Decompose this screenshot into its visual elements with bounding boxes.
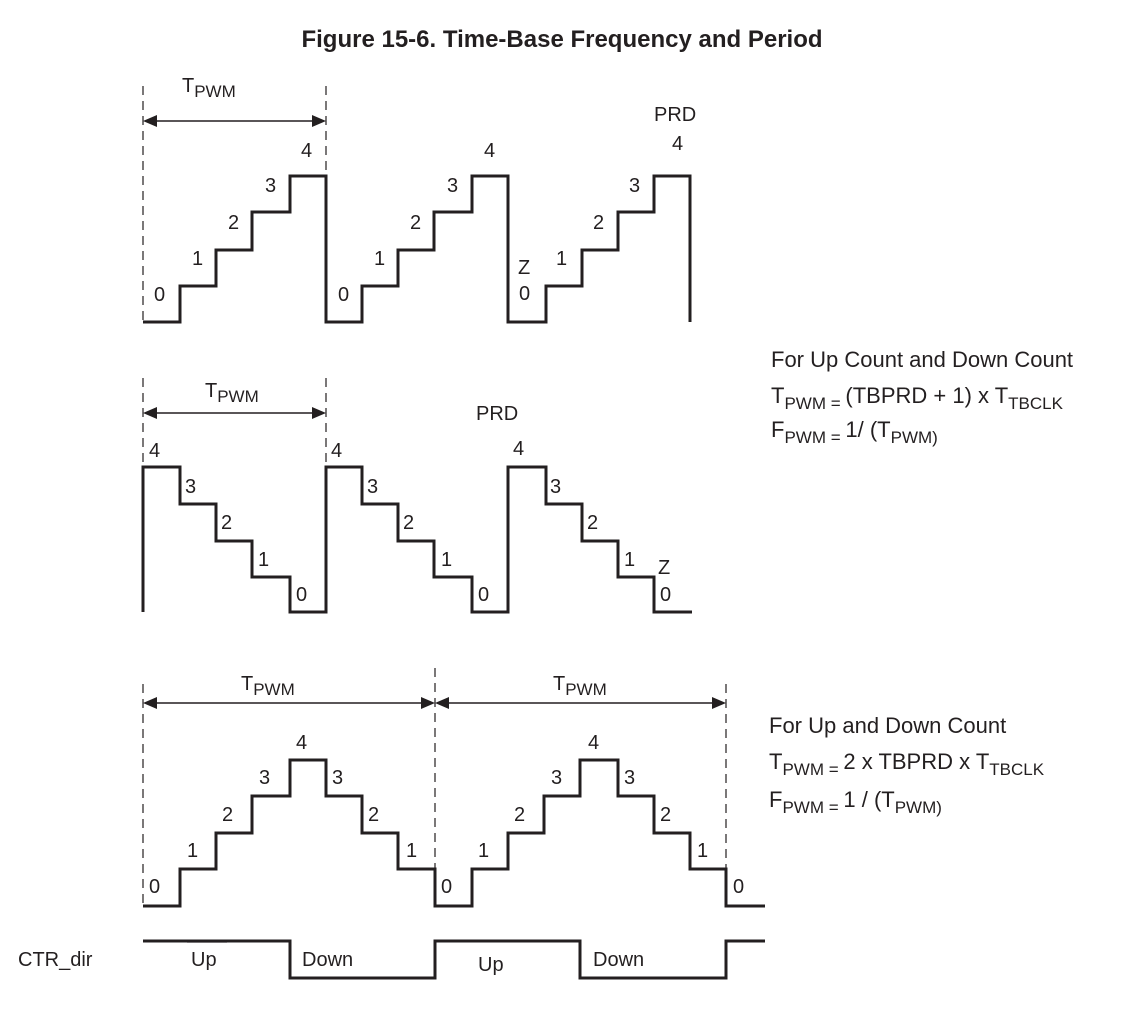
frequency-formula: FPWM = 1/ (TPWM) bbox=[771, 417, 938, 447]
step-label: 2 bbox=[410, 212, 421, 234]
period-label: TPWM bbox=[205, 380, 259, 406]
step-label: 3 bbox=[447, 175, 458, 197]
arrow-head-right bbox=[312, 115, 326, 127]
ctr-dir-up-label: Up bbox=[191, 949, 217, 971]
arrow-head-left bbox=[435, 697, 449, 709]
step-label: 3 bbox=[624, 767, 635, 789]
step-label: 4 bbox=[331, 440, 342, 462]
up-count-signal bbox=[143, 174, 692, 324]
step-label: 2 bbox=[222, 804, 233, 826]
step-label: 2 bbox=[221, 512, 232, 534]
step-label: 0 bbox=[441, 876, 452, 898]
step-label: 3 bbox=[332, 767, 343, 789]
step-label: 3 bbox=[259, 767, 270, 789]
formula-up-and-down-count: For Up and Down Count TPWM = 2 x TBPRD x… bbox=[769, 713, 1045, 817]
formula-up-or-down-count: For Up Count and Down Count TPWM = (TBPR… bbox=[771, 347, 1073, 447]
step-label: 4 bbox=[513, 438, 524, 460]
formula-heading: For Up and Down Count bbox=[769, 713, 1006, 738]
step-label: 4 bbox=[149, 440, 160, 462]
zero-marker-label: Z bbox=[518, 257, 530, 279]
ctr-dir-down-label: Down bbox=[593, 949, 644, 971]
step-label: 2 bbox=[403, 512, 414, 534]
arrow-head-left bbox=[143, 407, 157, 419]
period-formula: TPWM = (TBPRD + 1) x TTBCLK bbox=[771, 383, 1064, 413]
step-label: 0 bbox=[660, 584, 671, 606]
prd-label: PRD bbox=[476, 403, 518, 425]
formula-heading: For Up Count and Down Count bbox=[771, 347, 1073, 372]
step-label: 3 bbox=[551, 767, 562, 789]
step-label: 2 bbox=[368, 804, 379, 826]
step-label: 4 bbox=[588, 732, 599, 754]
arrow-head-left bbox=[143, 115, 157, 127]
step-label: 3 bbox=[629, 175, 640, 197]
step-label: 0 bbox=[338, 284, 349, 306]
ctr-dir-up-label: Up bbox=[478, 954, 504, 976]
arrow-head-right bbox=[712, 697, 726, 709]
period-formula: TPWM = 2 x TBPRD x TTBCLK bbox=[769, 749, 1045, 779]
step-label: 2 bbox=[593, 212, 604, 234]
step-label: 1 bbox=[187, 840, 198, 862]
zero-marker-label: Z bbox=[658, 557, 670, 579]
step-label: 4 bbox=[484, 140, 495, 162]
step-label: 1 bbox=[374, 248, 385, 270]
step-label: 1 bbox=[556, 248, 567, 270]
ctr-dir-waveform bbox=[143, 939, 765, 980]
ctr-dir-label: CTR_dir bbox=[18, 949, 93, 971]
step-label: 3 bbox=[367, 476, 378, 498]
arrow-head-right bbox=[312, 407, 326, 419]
step-label: 2 bbox=[660, 804, 671, 826]
prd-label: PRD bbox=[654, 104, 696, 126]
period-arrow bbox=[143, 115, 326, 127]
step-label: 3 bbox=[185, 476, 196, 498]
step-label: 3 bbox=[265, 175, 276, 197]
up-count-waveform: TPWM 0 1 2 3 4 0 1 2 3 4 Z 0 1 2 3 PRD 4 bbox=[142, 75, 696, 324]
ctr-dir-signal: CTR_dir Up Down Up Down bbox=[18, 939, 765, 980]
step-label: 2 bbox=[228, 212, 239, 234]
step-label: 0 bbox=[478, 584, 489, 606]
step-label: 4 bbox=[672, 133, 683, 155]
down-count-waveform: TPWM 4 3 2 1 0 4 3 2 1 0 PRD 4 3 2 1 Z 0 bbox=[141, 378, 692, 614]
step-label: 0 bbox=[154, 284, 165, 306]
arrow-head-left bbox=[143, 697, 157, 709]
arrow-head-right bbox=[421, 697, 435, 709]
step-label: 0 bbox=[149, 876, 160, 898]
period-label: TPWM bbox=[182, 75, 236, 101]
period-arrow bbox=[143, 407, 326, 419]
step-label: 1 bbox=[697, 840, 708, 862]
period-label: TPWM bbox=[553, 673, 607, 699]
step-label: 0 bbox=[519, 283, 530, 305]
step-label: 2 bbox=[587, 512, 598, 534]
ctr-dir-down-label: Down bbox=[302, 949, 353, 971]
step-label: 1 bbox=[192, 248, 203, 270]
step-label: 1 bbox=[406, 840, 417, 862]
step-label: 0 bbox=[296, 584, 307, 606]
period-arrow bbox=[435, 697, 726, 709]
down-count-signal bbox=[141, 465, 692, 614]
step-label: 1 bbox=[624, 549, 635, 571]
frequency-formula: FPWM = 1 / (TPWM) bbox=[769, 787, 942, 817]
step-label: 1 bbox=[258, 549, 269, 571]
step-label: 2 bbox=[514, 804, 525, 826]
period-label: TPWM bbox=[241, 673, 295, 699]
period-arrow bbox=[143, 697, 435, 709]
step-label: 0 bbox=[733, 876, 744, 898]
step-label: 4 bbox=[301, 140, 312, 162]
step-label: 1 bbox=[478, 840, 489, 862]
step-label: 1 bbox=[441, 549, 452, 571]
step-label: 3 bbox=[550, 476, 561, 498]
up-down-count-signal bbox=[143, 758, 765, 908]
up-down-count-waveform: TPWM TPWM 0 1 2 3 4 3 2 1 0 1 2 3 4 3 2 … bbox=[142, 668, 765, 908]
step-label: 4 bbox=[296, 732, 307, 754]
figure-title: Figure 15-6. Time-Base Frequency and Per… bbox=[301, 26, 822, 53]
